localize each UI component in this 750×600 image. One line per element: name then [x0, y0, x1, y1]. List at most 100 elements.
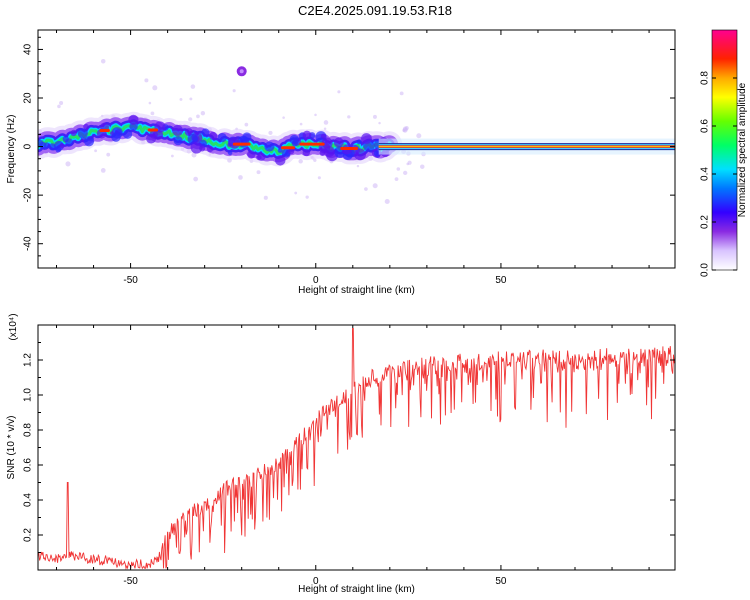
noise-dot — [372, 114, 377, 119]
spectral-blob — [264, 141, 275, 152]
spectral-blob — [227, 150, 233, 156]
outlier-point — [239, 69, 244, 74]
y-tick-label: 0.8 — [23, 423, 34, 437]
noise-dot — [144, 78, 149, 83]
colorbar-gradient — [712, 30, 737, 270]
colorbar-tick-label: 0.0 — [700, 263, 711, 277]
noise-dot — [57, 104, 61, 109]
spectral-blob — [277, 148, 283, 153]
y-tick-label: 0.2 — [23, 528, 34, 542]
colorbar-tick-label: 0.8 — [700, 71, 711, 85]
y-tick-label: -20 — [23, 187, 34, 202]
noise-dot — [323, 120, 329, 125]
noise-dot — [191, 152, 197, 158]
spectral-blob — [70, 129, 77, 137]
plot-frame — [37, 324, 676, 571]
spectral-blob — [373, 150, 380, 157]
noise-dot — [407, 160, 412, 165]
spectral-blob — [361, 133, 372, 144]
noise-dot — [294, 191, 298, 195]
x-tick-label: 0 — [313, 275, 319, 286]
noise-dot — [244, 122, 249, 127]
noise-dot — [59, 101, 64, 106]
noise-dot — [196, 114, 200, 119]
noise-dot — [299, 122, 303, 126]
noise-dot — [189, 97, 193, 101]
spectral-blob — [65, 138, 74, 147]
noise-dot — [232, 89, 236, 93]
noise-dot — [323, 127, 327, 131]
noise-dot — [268, 130, 273, 135]
spectral-blob — [302, 148, 311, 157]
spectral-blob — [184, 128, 193, 137]
noise-dot — [337, 90, 341, 94]
noise-dot — [238, 175, 243, 180]
colorbar: 0.0 0.2 0.4 0.6 0.8 Normalized spectral ampli… — [700, 29, 748, 277]
y-tick-label: 0.4 — [23, 493, 34, 507]
spectral-blob — [291, 140, 298, 147]
noise-dot — [188, 117, 193, 122]
x-tick-label: -50 — [123, 275, 138, 286]
noise-dot — [100, 168, 106, 173]
noise-dot — [314, 113, 317, 117]
noise-dot — [190, 84, 196, 89]
noise-dot — [106, 152, 111, 157]
noise-dot — [65, 161, 71, 167]
spectral-blob — [333, 137, 344, 148]
colorbar-frame — [711, 29, 738, 271]
x-axis-label: Height of straight line (km) — [298, 584, 415, 595]
y-scale-label: (x10⁴) — [8, 313, 19, 340]
noise-dot — [150, 111, 155, 116]
noise-dot — [347, 115, 351, 119]
noise-dot — [403, 170, 408, 176]
x-tick-label: 50 — [495, 576, 507, 587]
spectral-blob — [319, 150, 326, 156]
spectral-blob — [122, 129, 133, 139]
y-tick-label: 0 — [23, 143, 34, 149]
x-tick-label: 50 — [495, 275, 507, 286]
spectral-blob — [173, 136, 183, 146]
spectral-blob — [302, 130, 312, 140]
spectral-blob — [111, 132, 121, 142]
noise-dot — [263, 195, 268, 200]
x-tick-label: 0 — [313, 576, 319, 587]
y-tick-label: -40 — [23, 236, 34, 251]
spectral-blob — [190, 141, 203, 154]
noise-dot — [378, 121, 381, 125]
spectrogram-image — [38, 58, 675, 205]
spectral-blob — [83, 123, 89, 130]
colorbar-tick-label: 0.4 — [700, 167, 711, 181]
noise-dot — [148, 101, 152, 105]
y-tick-label: 1.2 — [23, 353, 34, 367]
spectral-blob — [201, 128, 210, 137]
noise-dot — [179, 97, 183, 101]
y-tick-label: 20 — [23, 92, 34, 104]
spectral-blob — [172, 125, 184, 136]
noise-dot — [399, 91, 404, 96]
spectral-blob — [199, 145, 206, 152]
noise-dot — [394, 177, 399, 181]
spectral-blob — [128, 114, 139, 125]
spectral-blob — [206, 145, 214, 153]
spectral-blob — [247, 150, 256, 159]
spectral-blob — [59, 143, 65, 149]
colorbar-tick-label: 0.2 — [700, 215, 711, 229]
snr-series — [38, 328, 675, 570]
spectral-blob — [217, 132, 227, 143]
x-tick-label: -50 — [123, 576, 138, 587]
spectral-blob — [256, 154, 262, 161]
noise-dot — [402, 128, 406, 133]
spectral-blob — [55, 146, 62, 153]
noise-dot — [256, 170, 261, 175]
spectral-blob — [187, 133, 198, 145]
noise-dot — [384, 198, 390, 205]
spectral-blob — [323, 146, 335, 157]
noise-dot — [364, 187, 368, 191]
noise-dot — [100, 58, 106, 64]
spectral-blob — [146, 133, 157, 144]
spectral-blob — [275, 155, 286, 166]
noise-dot — [200, 111, 206, 116]
noise-dot — [317, 176, 321, 180]
spectral-blob — [321, 137, 333, 149]
y-tick-label: 1.0 — [23, 388, 34, 402]
